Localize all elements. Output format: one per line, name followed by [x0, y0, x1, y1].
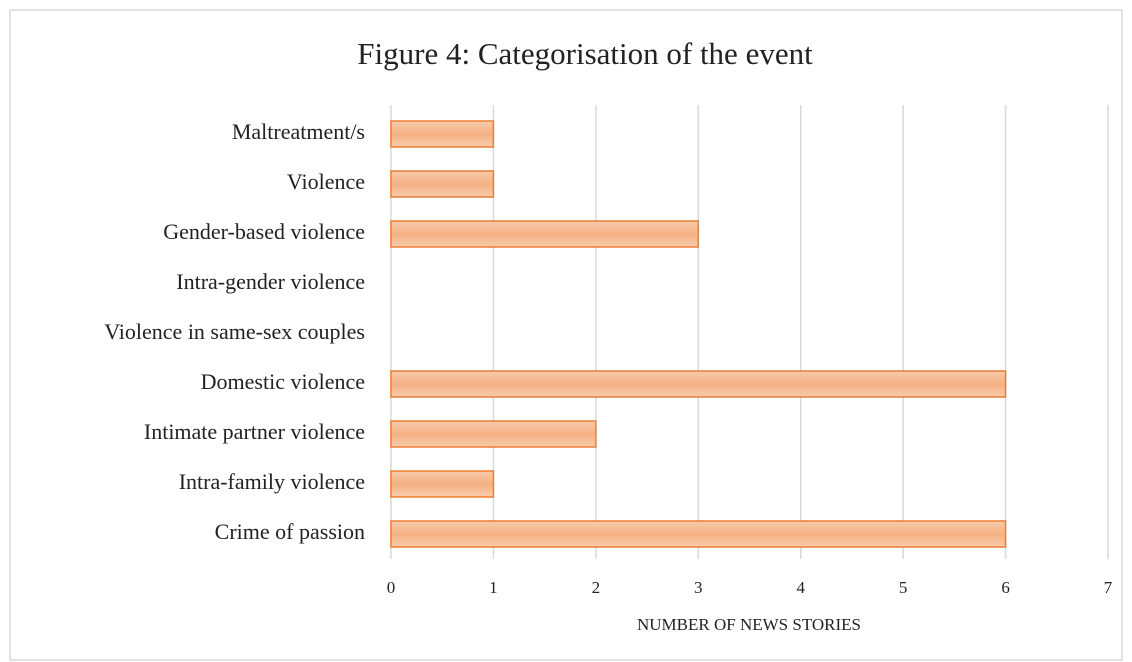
y-tick-label: Intra-family violence — [179, 469, 365, 494]
bar — [390, 170, 495, 198]
bar — [390, 470, 495, 498]
y-tick-label: Gender-based violence — [163, 219, 365, 244]
y-tick-label: Intra-gender violence — [176, 269, 365, 294]
x-tick-label: 3 — [694, 578, 703, 597]
y-tick-label: Violence in same-sex couples — [104, 319, 365, 344]
x-tick-label: 5 — [899, 578, 908, 597]
x-tick-label: 1 — [489, 578, 498, 597]
y-tick-label: Domestic violence — [201, 369, 365, 394]
x-tick-label: 2 — [592, 578, 601, 597]
y-tick-label: Crime of passion — [215, 519, 365, 544]
x-tick-label: 4 — [796, 578, 805, 597]
bar — [390, 420, 597, 448]
x-tick-label: 0 — [387, 578, 396, 597]
x-tick-label: 6 — [1001, 578, 1010, 597]
bar — [390, 520, 1007, 548]
y-tick-label: Violence — [287, 169, 365, 194]
bar — [390, 120, 495, 148]
chart-frame — [9, 9, 1123, 661]
y-tick-label: Intimate partner violence — [144, 419, 365, 444]
bar — [390, 370, 1007, 398]
y-tick-label: Maltreatment/s — [232, 119, 365, 144]
x-tick-label: 7 — [1104, 578, 1113, 597]
bar — [390, 220, 700, 248]
x-axis-label: NUMBER OF NEWS STORIES — [637, 615, 861, 634]
chart-title: Figure 4: Categorisation of the event — [357, 36, 813, 71]
